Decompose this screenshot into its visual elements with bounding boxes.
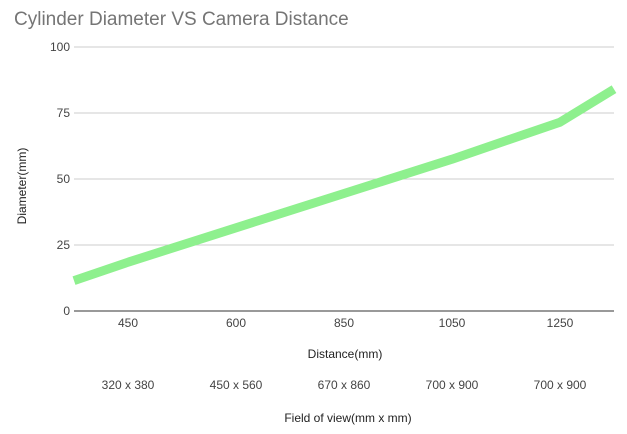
data-point-1050 — [451, 158, 453, 161]
x-tick-labels: 450 600 850 1050 1250 — [118, 316, 574, 330]
y-tick-25: 25 — [57, 238, 71, 252]
x-tick-850: 850 — [334, 316, 354, 330]
series-line-1 — [72, 85, 617, 285]
fov-axis-label: Field of view(mm x mm) — [284, 411, 411, 425]
x-axis-label: Distance(mm) — [308, 347, 383, 361]
gridlines — [74, 46, 614, 312]
fov-tick-1: 320 x 380 — [102, 378, 155, 392]
fov-tick-2: 450 x 560 — [210, 378, 263, 392]
chart-title: Cylinder Diameter VS Camera Distance — [14, 9, 349, 30]
data-point-450 — [127, 261, 129, 264]
series-group — [72, 85, 617, 285]
x-tick-450: 450 — [118, 316, 138, 330]
y-tick-labels: 0 25 50 75 100 — [50, 40, 70, 318]
x-tick-1050: 1050 — [439, 316, 466, 330]
data-point-1250 — [559, 121, 561, 124]
y-tick-75: 75 — [57, 106, 71, 120]
fov-tick-labels: 320 x 380 450 x 560 670 x 860 700 x 900 700 … — [102, 378, 587, 392]
y-tick-0: 0 — [63, 304, 70, 318]
y-tick-100: 100 — [50, 40, 70, 54]
y-tick-50: 50 — [57, 172, 71, 186]
x-tick-1250: 1250 — [547, 316, 574, 330]
data-point-600 — [235, 226, 237, 229]
data-point-850 — [343, 192, 345, 195]
x-tick-600: 600 — [226, 316, 246, 330]
fov-tick-3: 670 x 860 — [318, 378, 371, 392]
y-axis-label: Diameter(mm) — [15, 148, 29, 225]
fov-tick-5: 700 x 900 — [534, 378, 587, 392]
fov-tick-4: 700 x 900 — [426, 378, 479, 392]
